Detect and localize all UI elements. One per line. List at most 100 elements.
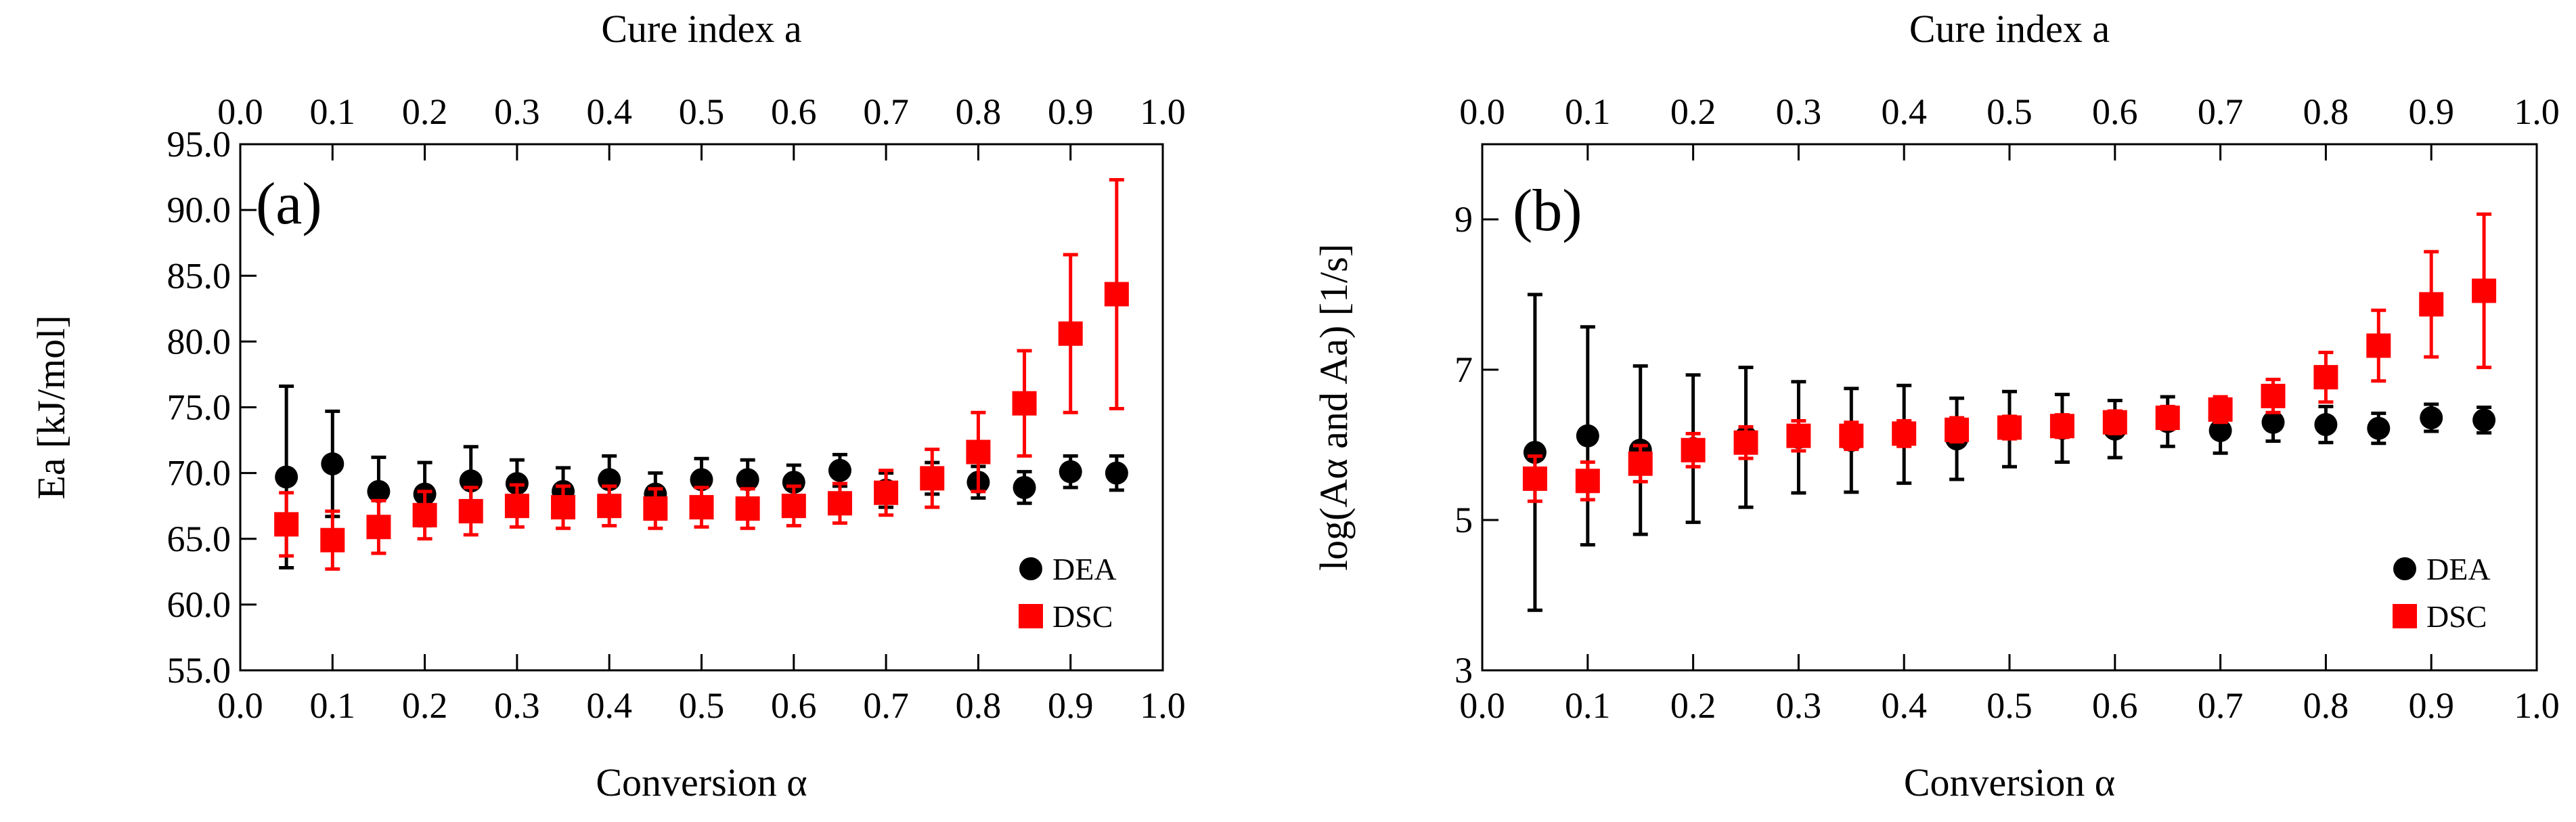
data-point-dsc (597, 494, 622, 519)
x-tick-label: 0.7 (863, 685, 909, 726)
top-x-tick-label: 1.0 (1140, 91, 1186, 132)
x-tick-label: 0.6 (2092, 685, 2138, 726)
data-point-dsc (2419, 292, 2444, 317)
legend-dea-marker (1019, 557, 1042, 580)
top-x-tick-label: 0.2 (1670, 91, 1716, 132)
y-tick-label: 55.0 (167, 650, 231, 691)
top-x-tick-label: 0.2 (402, 91, 448, 132)
series-dea (275, 384, 1128, 569)
x-tick-label: 1.0 (1140, 685, 1186, 726)
data-point-dsc (1628, 451, 1653, 476)
data-point-dsc (1786, 423, 1811, 448)
legend-dea-label: DEA (2426, 552, 2491, 586)
x-tick-label: 0.0 (217, 685, 263, 726)
data-point-dea (321, 452, 345, 476)
y-tick-label: 80.0 (167, 321, 231, 362)
data-point-dsc (966, 439, 991, 464)
data-point-dsc (1058, 321, 1083, 346)
series-dsc (1522, 212, 2497, 503)
y-tick-label: 7 (1454, 349, 1473, 390)
data-point-dsc (551, 495, 576, 520)
data-point-dsc (1681, 437, 1706, 462)
data-point-dsc (458, 498, 483, 523)
panel-b-y-axis-title: log(Aα and Aa) [1/s] (1312, 244, 1356, 571)
data-point-dsc (366, 515, 391, 540)
x-tick-label: 0.1 (1565, 685, 1611, 726)
data-point-dsc (274, 512, 299, 537)
y-tick-label: 60.0 (167, 584, 231, 625)
panel-a-y-axis-title: Ea [kJ/mol] (29, 315, 73, 499)
x-tick-label: 0.3 (494, 685, 540, 726)
top-x-tick-label: 0.1 (1565, 91, 1611, 132)
panel-b-label: (b) (1513, 178, 1582, 244)
x-tick-label: 1.0 (2514, 685, 2560, 726)
top-x-tick-label: 0.5 (679, 91, 725, 132)
top-x-tick-label: 0.6 (2092, 91, 2138, 132)
x-tick-label: 0.7 (2198, 685, 2244, 726)
data-point-dsc (2049, 414, 2074, 439)
panel-b-marks (1522, 212, 2497, 612)
x-tick-label: 0.4 (1881, 685, 1927, 726)
data-point-dsc (2366, 333, 2391, 358)
top-x-tick-label: 0.9 (1048, 91, 1094, 132)
series-dea (1523, 293, 2496, 612)
data-point-dsc (1104, 282, 1129, 307)
panel-a-label: (a) (256, 171, 322, 237)
data-point-dsc (320, 527, 345, 553)
x-tick-label: 0.4 (586, 685, 632, 726)
data-point-dea (1105, 461, 1128, 485)
panel-b: 0.0 0.0 0.1 0.1 0.2 0.2 0.3 0.3 0.4 0.4 0.5 0.5 0.6 0… (1312, 7, 2560, 804)
data-point-dea (275, 465, 298, 489)
panel-a-top-axis-title: Cure index a (601, 7, 801, 51)
legend-dsc-marker (2393, 604, 2417, 628)
x-tick-label: 0.8 (2303, 685, 2349, 726)
data-point-dsc (504, 494, 529, 519)
top-x-tick-label: 0.3 (494, 91, 540, 132)
x-tick-label: 0.2 (1670, 685, 1716, 726)
data-point-dea (736, 468, 759, 492)
panel-a-ticks: 0.0 0.0 0.1 0.1 0.2 0.2 0.3 0.3 0.4 0.4 0.5 0.5 0.6 0… (167, 91, 1186, 726)
top-x-tick-label: 0.5 (1986, 91, 2033, 132)
y-tick-label: 5 (1454, 500, 1473, 540)
data-point-dea (828, 458, 851, 482)
panel-a-marks (274, 177, 1129, 571)
legend-dea-label: DEA (1052, 552, 1117, 586)
data-point-dsc (1012, 391, 1037, 416)
y-tick-label: 70.0 (167, 453, 231, 494)
x-tick-label: 0.2 (402, 685, 448, 726)
x-tick-label: 0.9 (2408, 685, 2454, 726)
data-point-dsc (412, 502, 437, 527)
data-point-dsc (2472, 278, 2497, 303)
data-point-dsc (874, 480, 899, 505)
x-tick-label: 0.3 (1776, 685, 1822, 726)
x-tick-label: 0.0 (1459, 685, 1505, 726)
top-x-tick-label: 0.0 (1459, 91, 1505, 132)
data-point-dsc (920, 466, 945, 491)
panel-a-x-axis-title: Conversion α (596, 760, 807, 804)
top-x-tick-label: 0.8 (956, 91, 1002, 132)
y-tick-label: 75.0 (167, 387, 231, 428)
y-tick-label: 95.0 (167, 124, 231, 165)
data-point-dea (2367, 416, 2391, 440)
data-point-dsc (2313, 365, 2338, 390)
legend-dea-marker (2393, 557, 2416, 580)
top-x-tick-label: 0.4 (1881, 91, 1927, 132)
data-point-dea (2208, 418, 2232, 442)
top-x-tick-label: 1.0 (2514, 91, 2560, 132)
top-x-tick-label: 0.4 (586, 91, 632, 132)
data-point-dea (2314, 413, 2338, 437)
panel-b-x-axis-title: Conversion α (1904, 760, 2115, 804)
data-point-dsc (781, 494, 806, 519)
data-point-dsc (827, 491, 852, 516)
top-x-tick-label: 0.7 (863, 91, 909, 132)
top-x-tick-label: 0.6 (771, 91, 817, 132)
data-point-dsc (2261, 383, 2286, 408)
legend-dsc-label: DSC (1052, 599, 1113, 634)
panel-a-legend: DEA DSC (1019, 552, 1117, 634)
legend-dsc-marker (1019, 604, 1043, 628)
data-point-dea (782, 471, 805, 494)
data-point-dsc (1892, 421, 1917, 446)
x-tick-label: 0.5 (1986, 685, 2033, 726)
data-point-dea (1576, 424, 1599, 448)
data-point-dsc (1839, 423, 1864, 448)
